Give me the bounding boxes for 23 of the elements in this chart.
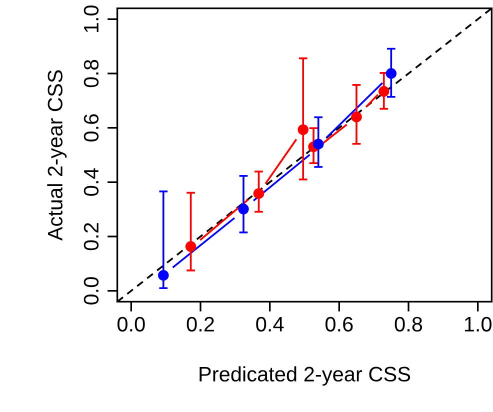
point (386, 68, 397, 79)
y-tick-label: 0.6 (84, 114, 99, 142)
point (238, 204, 249, 214)
x-axis-title: Predicated 2-year CSS (200, 366, 410, 386)
x-tick-label: 0.4 (256, 316, 284, 332)
x-tick-label: 0.8 (394, 316, 422, 332)
point (378, 86, 390, 97)
y-axis-title: Actual 2-year CSS (47, 70, 67, 241)
point (351, 112, 362, 122)
point (253, 188, 264, 199)
point (298, 124, 308, 136)
y-tick-label: 1.0 (84, 6, 99, 32)
y-tick-label: 0.0 (84, 277, 99, 304)
y-tick-label: 0.8 (84, 60, 99, 88)
point (312, 138, 324, 150)
point (158, 270, 169, 281)
x-tick-label: 0.2 (186, 316, 214, 332)
y-tick-label: 0.2 (84, 223, 99, 250)
y-tick-label: 0.4 (84, 168, 99, 196)
x-tick-label: 0.0 (118, 316, 145, 332)
x-tick-label: 1.0 (464, 316, 492, 332)
point (185, 241, 196, 252)
x-tick-label: 0.6 (326, 316, 353, 332)
